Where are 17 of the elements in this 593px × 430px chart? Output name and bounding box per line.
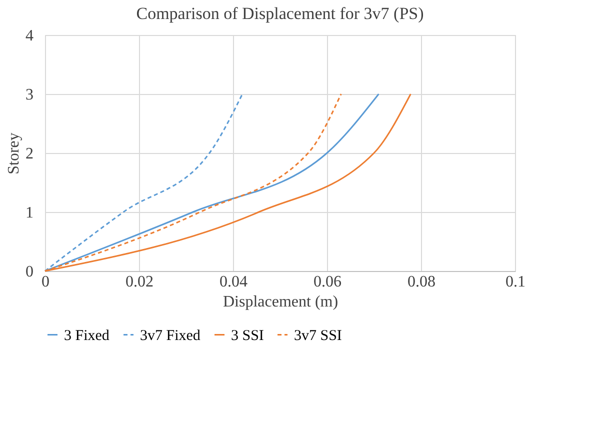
x-tick-label: 0.08 xyxy=(408,274,436,290)
x-tick-label: 0 xyxy=(42,274,50,290)
y-tick-label: 3 xyxy=(26,86,34,104)
y-axis-title: Storey xyxy=(6,132,22,174)
y-tick-label: 2 xyxy=(26,146,34,162)
y-tick-label: 1 xyxy=(26,204,34,222)
x-tick-label: 0.02 xyxy=(126,274,154,290)
legend-label: 3v7 SSI xyxy=(294,328,342,344)
x-tick-label: 0.06 xyxy=(314,274,342,290)
y-tick-label: 4 xyxy=(26,28,34,44)
chart-title: Comparison of Displacement for 3v7 (PS) xyxy=(136,4,424,23)
x-tick-label: 0.04 xyxy=(220,274,248,290)
legend-label: 3 SSI xyxy=(231,328,264,344)
x-axis-title: Displacement (m) xyxy=(222,294,338,310)
x-tick-label: 0.1 xyxy=(506,274,526,290)
legend-label: 3 Fixed xyxy=(64,328,110,344)
legend-label: 3v7 Fixed xyxy=(140,328,201,344)
